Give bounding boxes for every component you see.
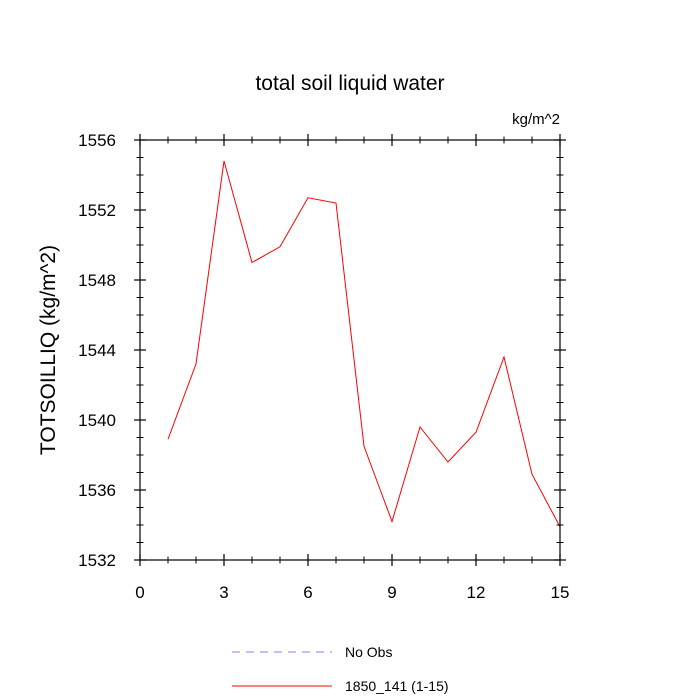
legend: No Obs 1850_141 (1-15) xyxy=(232,644,449,694)
ticks-layer: 0 3 6 9 12 15 1532 1536 1540 1544 1548 1552 1556 xyxy=(78,131,569,602)
y-tick-label: 1548 xyxy=(78,271,116,290)
x-tick-label: 9 xyxy=(387,583,396,602)
x-tick-label: 3 xyxy=(219,583,228,602)
y-tick-label: 1552 xyxy=(78,201,116,220)
y-tick-label: 1540 xyxy=(78,411,116,430)
y-tick-label: 1544 xyxy=(78,341,116,360)
x-tick-label: 6 xyxy=(303,583,312,602)
units-label: kg/m^2 xyxy=(512,111,560,128)
plot-frame xyxy=(139,139,561,561)
marks-layer xyxy=(167,160,561,527)
x-tick-label: 15 xyxy=(551,583,570,602)
series-line-1 xyxy=(167,160,561,527)
x-tick-label: 12 xyxy=(467,583,486,602)
chart-title: total soil liquid water xyxy=(255,72,444,95)
legend-label-0: No Obs xyxy=(345,644,392,660)
y-tick-label: 1536 xyxy=(78,481,116,500)
x-tick-label: 0 xyxy=(135,583,144,602)
y-axis-label: TOTSOILLIQ (kg/m^2) xyxy=(37,245,60,455)
y-tick-label: 1532 xyxy=(78,551,116,570)
legend-label-1: 1850_141 (1-15) xyxy=(345,678,449,694)
y-tick-label: 1556 xyxy=(78,131,116,150)
